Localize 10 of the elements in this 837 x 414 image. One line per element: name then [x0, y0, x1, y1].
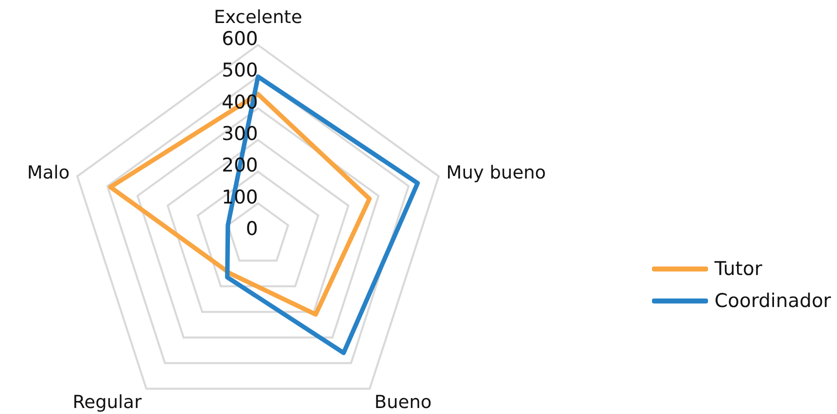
legend-label: Coordinador — [714, 290, 831, 312]
y-tick-label: 500 — [222, 60, 258, 82]
spoke-label: Regular — [72, 392, 142, 413]
legend-label: Tutor — [714, 258, 762, 280]
spoke-label: Excelente — [214, 7, 302, 28]
spoke-label: Malo — [27, 162, 70, 184]
spoke-label: Bueno — [374, 392, 432, 413]
y-tick-label: 0 — [246, 218, 258, 240]
spoke-label: Muy bueno — [446, 162, 546, 184]
y-tick-label: 600 — [222, 28, 258, 50]
